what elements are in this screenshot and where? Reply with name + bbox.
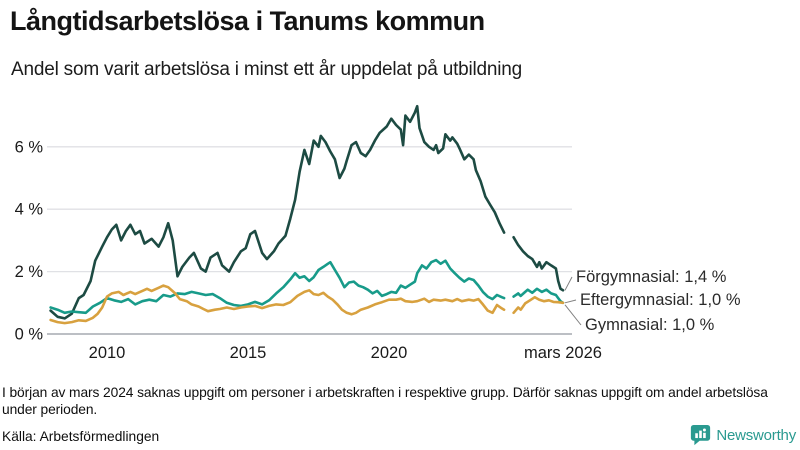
line-chart: 0 % 2 % 4 % 6 % 2010 2015 2020 mars 2026 Förgymn… bbox=[0, 95, 800, 385]
y-axis-label-2pct: 2 % bbox=[15, 263, 44, 281]
newsworthy-wordmark: Newsworthy bbox=[716, 426, 796, 444]
legend-leader-forgymnasial bbox=[564, 276, 573, 291]
legend-leader-eftergymnasial bbox=[564, 299, 577, 304]
legend-label-eftergymnasial: Eftergymnasial: 1,0 % bbox=[580, 291, 741, 309]
newsworthy-logo: Newsworthy bbox=[690, 424, 796, 446]
chart-footnote: I början av mars 2024 saknas uppgift om … bbox=[2, 385, 768, 417]
page-title: Långtidsarbetslösa i Tanums kommun bbox=[10, 6, 485, 36]
series-line-forgymnasial-seg1 bbox=[49, 104, 506, 320]
x-axis-label-2020: 2020 bbox=[371, 344, 408, 362]
series-line-eftergymnasial-seg1 bbox=[49, 258, 506, 315]
x-axis-label-2015: 2015 bbox=[230, 344, 267, 362]
x-axis-label-2010: 2010 bbox=[89, 344, 126, 362]
legend-label-gymnasial: Gymnasial: 1,0 % bbox=[585, 316, 715, 334]
y-axis-label-4pct: 4 % bbox=[15, 201, 44, 219]
legend-label-forgymnasial: Förgymnasial: 1,4 % bbox=[576, 268, 727, 286]
legend-leader-gymnasial bbox=[564, 304, 582, 326]
y-axis-label-6pct: 6 % bbox=[15, 138, 44, 156]
series-line-gymnasial-seg2 bbox=[512, 295, 565, 315]
series-line-gymnasial-seg1 bbox=[49, 284, 506, 325]
chart-canvas: 0 % 2 % 4 % 6 % 2010 2015 2020 mars 2026 Förgymn… bbox=[15, 104, 741, 362]
x-axis-label-mars-2026: mars 2026 bbox=[524, 344, 602, 362]
series-line-forgymnasial-seg2 bbox=[512, 236, 565, 292]
series-line-eftergymnasial-seg2 bbox=[512, 287, 565, 305]
page-subtitle: Andel som varit arbetslösa i minst ett å… bbox=[11, 59, 523, 80]
source-line: Källa: Arbetsförmedlingen bbox=[2, 429, 160, 444]
newsworthy-chart-bubble-icon bbox=[691, 424, 711, 446]
y-axis-label-0pct: 0 % bbox=[15, 326, 44, 344]
